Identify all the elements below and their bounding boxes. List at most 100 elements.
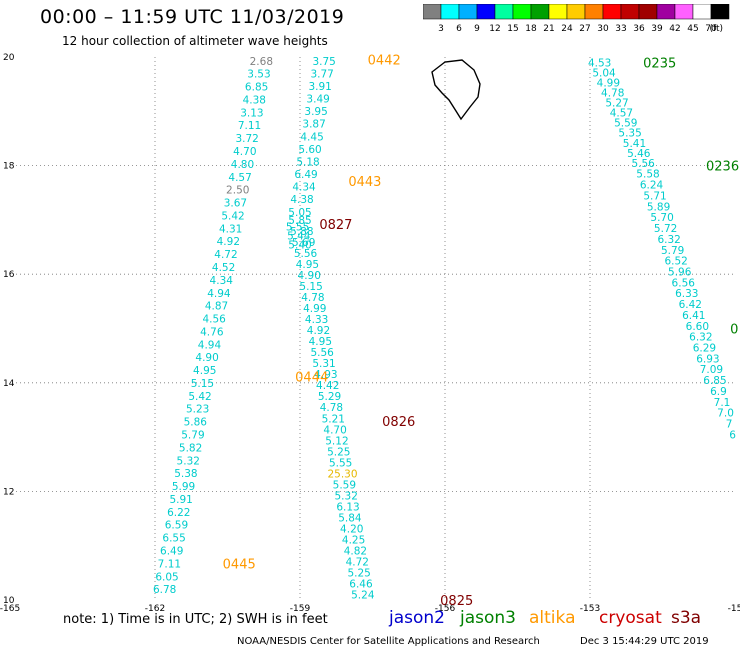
footer-credit: NOAA/NESDIS Center for Satellite Applica… [237, 636, 540, 647]
wave-height-value: 5.69 [292, 237, 315, 249]
wave-height-value: 5.86 [184, 417, 208, 429]
scale-swatch [476, 4, 496, 20]
wave-height-value: 5.89 [647, 201, 670, 213]
wave-height-value: 7.1 [714, 397, 731, 409]
scale-swatch [530, 4, 550, 20]
y-tick-label: 12 [3, 487, 14, 497]
scale-label: 45 [687, 24, 698, 34]
scale-swatch [566, 4, 586, 20]
wave-height-value: 6.41 [682, 310, 705, 322]
wave-height-value: 5.82 [179, 442, 202, 454]
wave-height-value: 5.15 [299, 281, 322, 293]
wave-height-color-scale: 3 6 9 12 15 18 21 24 27 30 33 36 39 42 45 70(ft) [423, 4, 730, 34]
wave-height-value: 4.76 [200, 326, 224, 338]
wave-height-value: 4.57 [610, 108, 633, 120]
wave-height-value: 4.70 [323, 424, 346, 436]
footer-timestamp: Dec 3 15:44:29 UTC 2019 [580, 636, 709, 647]
scale-label: 27 [579, 24, 590, 34]
wave-height-value: 4.95 [193, 365, 216, 377]
wave-height-value: 7.0 [717, 408, 734, 420]
scale-label: 21 [543, 24, 554, 34]
wave-height-value: 5.32 [335, 490, 358, 502]
wave-height-value: 6.55 [162, 533, 185, 545]
wave-height-value: 4.34 [210, 275, 234, 287]
wave-height-value: 7.11 [238, 120, 261, 132]
wave-height-value: 4.82 [344, 545, 367, 557]
wave-height-value: 4.70 [233, 146, 256, 158]
wave-height-value: 6.9 [710, 386, 727, 398]
y-tick-label: 14 [3, 379, 15, 389]
scale-swatch [584, 4, 604, 20]
wave-height-value: 3.87 [302, 119, 325, 131]
wave-height-value: 5.56 [631, 158, 655, 170]
scale-label: 30 [597, 24, 609, 34]
y-tick-label: 16 [3, 270, 15, 280]
scale-label: 9 [474, 24, 480, 34]
scale-label: 6 [456, 24, 462, 34]
wave-height-value: 5.58 [636, 169, 659, 181]
wave-height-value: 5.32 [177, 455, 200, 467]
wave-height-value: 4.92 [307, 325, 330, 337]
wave-height-value: 5.40 [288, 239, 311, 251]
wave-height-value: 4.25 [342, 534, 365, 546]
scale-label: 33 [615, 24, 626, 34]
wave-height-value: 6.05 [155, 571, 178, 583]
x-tick-label: -165 [0, 604, 20, 614]
wave-height-value: 5.88 [290, 226, 313, 238]
y-tick-label: 18 [3, 162, 15, 172]
wave-height-value: 4.95 [309, 336, 332, 348]
wave-height-value: 4.94 [198, 339, 222, 351]
wave-height-value: 6.33 [675, 288, 698, 300]
wave-height-value: 4.53 [588, 57, 611, 69]
wave-height-value: 5.25 [347, 568, 370, 580]
wave-height-value: 6.13 [336, 501, 359, 513]
legend-cryosat: cryosat [599, 608, 662, 628]
legend-altika: altika [529, 608, 576, 628]
scale-swatch [548, 4, 568, 20]
wave-height-value: 3.49 [306, 94, 329, 106]
wave-height-value: 7.11 [158, 558, 181, 570]
wave-height-value: 5.41 [623, 138, 646, 150]
wave-height-value: 4.92 [217, 236, 240, 248]
wave-height-value: 6.52 [664, 256, 687, 268]
wave-height-value: 5.29 [318, 391, 341, 403]
wave-height-value: 4.20 [340, 523, 363, 535]
wave-height-value: 3.67 [224, 198, 247, 210]
wave-height-value: 4.38 [290, 194, 313, 206]
wave-height-value: 3.77 [310, 68, 333, 80]
x-tick-label: -159 [290, 604, 311, 614]
wave-height-value: 6.56 [672, 277, 696, 289]
wave-height-value: 4.72 [214, 249, 237, 261]
scale-label: 39 [651, 24, 663, 34]
scale-swatch [692, 4, 712, 20]
wave-height-value: 5.31 [312, 358, 335, 370]
wave-height-value: 4.52 [212, 262, 235, 274]
wave-height-value: 6.85 [703, 375, 726, 387]
wave-height-value: 4.38 [243, 94, 266, 106]
pass-time-label-clipped: 0 [730, 323, 738, 338]
wave-height-value: 4.99 [597, 78, 620, 90]
pass-time-label: 0442 [368, 54, 401, 69]
wave-height-value: 2.50 [226, 185, 249, 197]
wave-height-value: 6.60 [686, 321, 709, 333]
wave-height-value: 6.59 [165, 520, 188, 532]
wave-height-value: 4.90 [298, 270, 321, 282]
wave-height-value: 4.90 [195, 352, 218, 364]
wave-height-value: 5.56 [310, 347, 334, 359]
wave-height-value: 3.13 [240, 107, 263, 119]
legend-jason2: jason2 [389, 608, 445, 628]
wave-height-value: 3.75 [312, 56, 335, 68]
scale-swatch [656, 4, 676, 20]
wave-height-value: 5.21 [322, 413, 345, 425]
wave-height-value: 5.25 [327, 446, 350, 458]
wave-height-value: 5.56 [294, 248, 318, 260]
wave-height-value: 6.85 [245, 82, 268, 94]
scale-swatch [494, 4, 514, 20]
wave-height-value: 6.46 [349, 579, 373, 591]
map-title: 00:00 – 11:59 UTC 11/03/2019 [40, 6, 345, 28]
scale-swatch [458, 4, 478, 20]
pass-time-label: 0445 [223, 558, 256, 573]
wave-height-value: 4.78 [601, 88, 624, 100]
x-tick-label: -15 [728, 604, 740, 614]
